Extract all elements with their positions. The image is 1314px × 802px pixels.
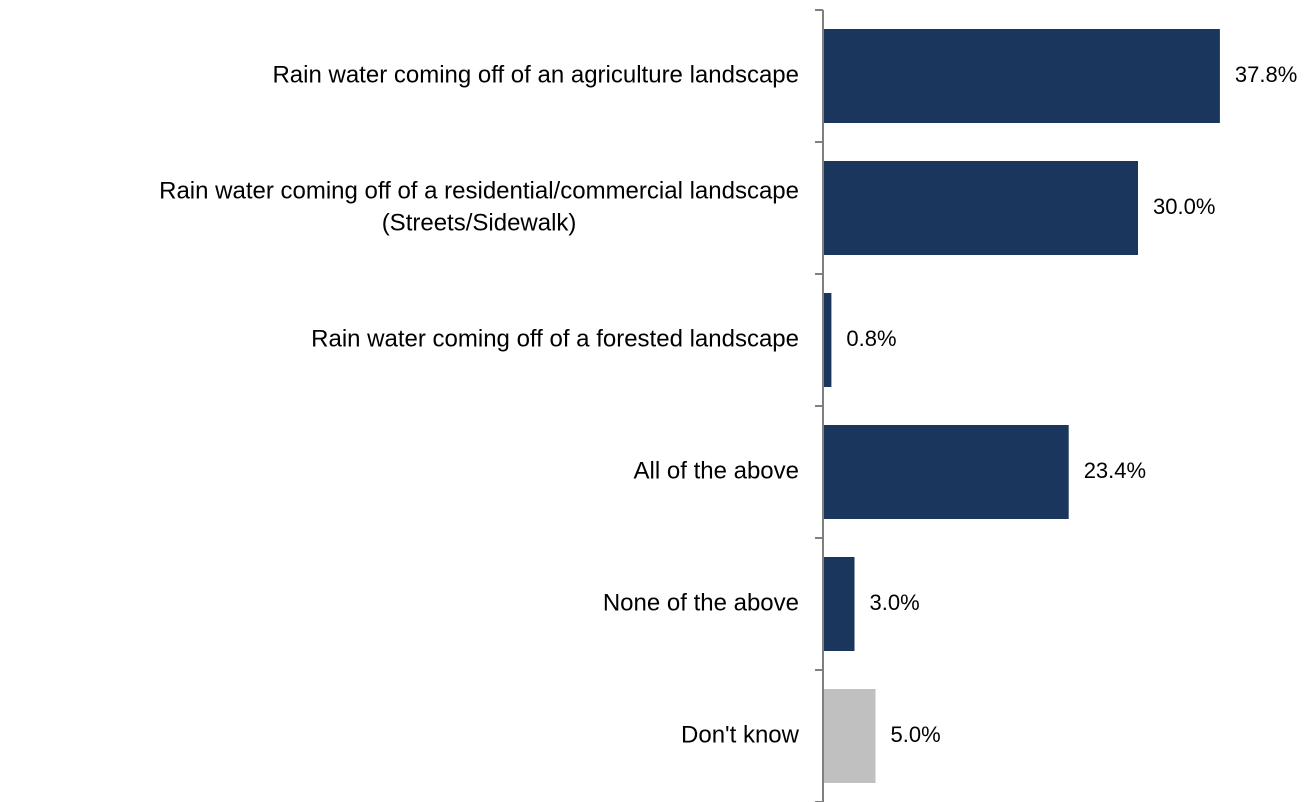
category-label-6-line-1: Don't know — [681, 721, 800, 748]
category-label-5-line-1: None of the above — [603, 589, 799, 616]
category-label-1: Rain water coming off of an agriculture … — [272, 61, 799, 88]
value-label-4: 23.4% — [1084, 458, 1146, 483]
value-label-6: 5.0% — [891, 722, 941, 747]
category-label-1-line-1: Rain water coming off of an agriculture … — [272, 61, 799, 88]
category-label-2-line-2: (Streets/Sidewalk) — [382, 209, 577, 236]
bar-4 — [823, 425, 1069, 519]
category-label-5: None of the above — [603, 589, 799, 616]
value-label-1: 37.8% — [1235, 62, 1297, 87]
bar-1 — [823, 29, 1220, 123]
value-label-2: 30.0% — [1153, 194, 1215, 219]
category-label-2-line-1: Rain water coming off of a residential/c… — [159, 177, 799, 204]
category-label-2: Rain water coming off of a residential/c… — [159, 177, 799, 236]
category-label-3: Rain water coming off of a forested land… — [311, 325, 799, 352]
category-label-4-line-1: All of the above — [634, 457, 799, 484]
bar-2 — [823, 161, 1138, 255]
bars-group — [823, 29, 1220, 783]
category-label-3-line-1: Rain water coming off of a forested land… — [311, 325, 799, 352]
category-axis — [815, 9, 824, 802]
category-label-6: Don't know — [681, 721, 800, 748]
value-labels-group: 37.8% 30.0% 0.8% 23.4% 3.0% 5.0% — [846, 62, 1297, 747]
bar-6 — [823, 689, 876, 783]
bar-5 — [823, 557, 855, 651]
category-label-4: All of the above — [634, 457, 799, 484]
category-labels-group: Rain water coming off of an agriculture … — [159, 61, 800, 748]
bar-3 — [823, 293, 832, 387]
value-label-5: 3.0% — [870, 590, 920, 615]
value-label-3: 0.8% — [846, 326, 896, 351]
